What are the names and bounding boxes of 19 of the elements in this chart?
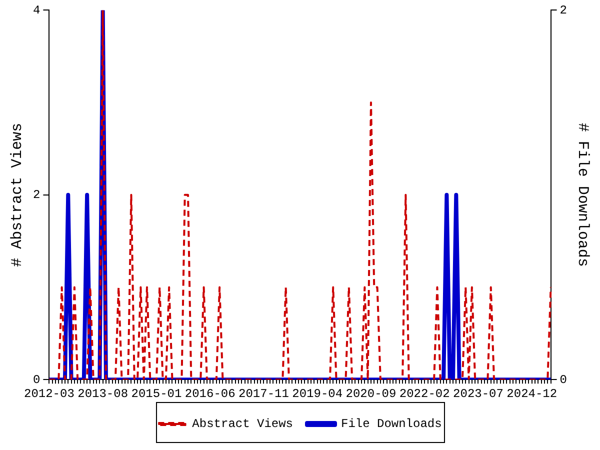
y-tick-label: 2 [33,188,40,202]
x-tick-label: 2019-04 [292,386,343,401]
x-tick-label: 2015-01 [131,386,182,401]
x-tick-label: 2012-03 [24,386,74,401]
y2-tick-label: 0 [560,372,567,387]
y-axis-title: # Abstract Views [8,122,26,267]
x-tick-label: 2023-07 [453,386,504,401]
y2-axis-title: # File Downloads [574,122,592,267]
x-tick-label: 2024-12 [506,386,558,401]
x-tick-label: 2013-08 [78,386,128,401]
y-tick-label: 0 [33,372,40,387]
x-tick-label: 2020-09 [346,386,396,401]
x-tick-label: 2016-06 [184,386,236,401]
x-tick-label: 2017-11 [238,386,289,401]
y2-tick-label: 2 [560,3,567,18]
legend-label: Abstract Views [192,417,294,432]
y-tick-label: 4 [33,3,40,18]
x-tick-label: 2022-02 [399,386,450,401]
legend-label: File Downloads [341,417,442,432]
